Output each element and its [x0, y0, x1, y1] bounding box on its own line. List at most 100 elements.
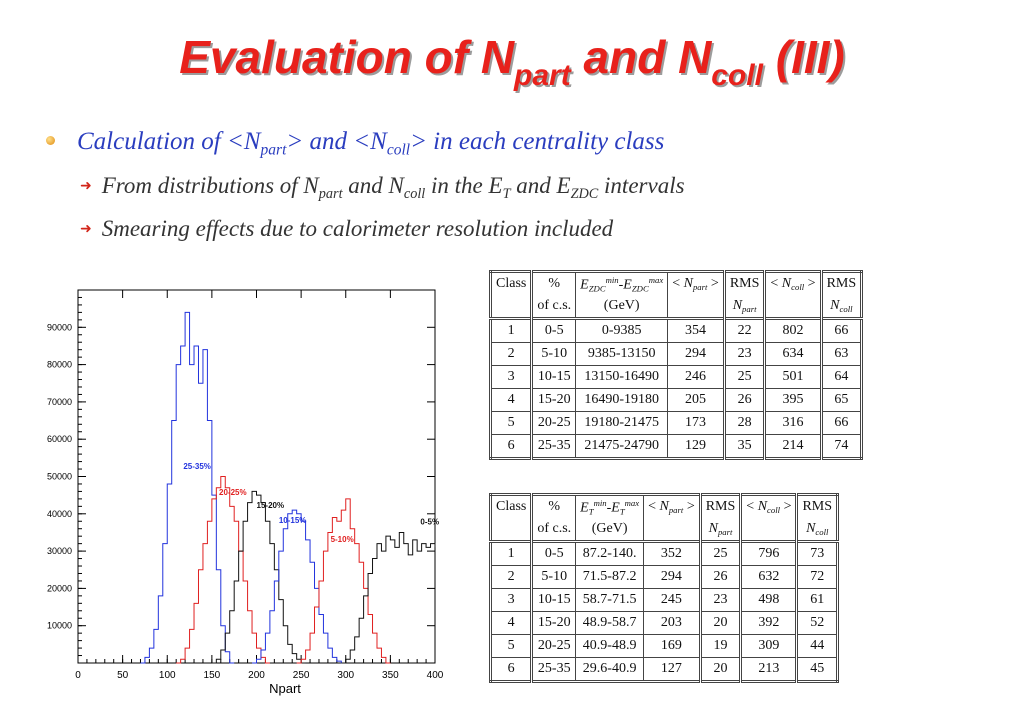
table-cell: 316 — [764, 411, 823, 435]
table-cell: 245 — [643, 588, 702, 612]
table-cell: 19180-21475 — [575, 411, 669, 435]
x-tick-label: 250 — [293, 670, 310, 681]
table-cell: 632 — [740, 565, 799, 589]
y-tick-label: 50000 — [47, 472, 72, 482]
table-cell: 129 — [667, 434, 726, 459]
header2-npart: Npart — [699, 518, 743, 542]
table-cell: 74 — [820, 434, 863, 459]
header2-empty — [489, 518, 534, 542]
header-class: Class — [489, 271, 534, 295]
y-tick-label: 20000 — [47, 583, 72, 593]
table-cell: 87.2-140. — [575, 540, 645, 566]
title-sub-2: coll — [711, 59, 763, 92]
table-cell: 20-25 — [531, 634, 577, 658]
table-cell: 35 — [723, 434, 767, 459]
table-header-row: Class % ETmin-ETmax < Npart > RMS < Ncol… — [489, 494, 839, 518]
header-percent: % — [531, 494, 577, 518]
y-tick-label: 10000 — [47, 621, 72, 631]
header-percent: % — [531, 271, 577, 295]
table-cell: 3 — [489, 365, 534, 389]
sub2-text-1: Smearing effects due to calorimeter reso… — [101, 216, 614, 241]
table-cell: 25 — [699, 540, 743, 566]
bullet-text-1: Calculation of <N — [77, 128, 261, 155]
table-cell: 10-15 — [531, 365, 577, 389]
table-cell: 498 — [740, 588, 799, 612]
table-cell: 58.7-71.5 — [575, 588, 645, 612]
table-cell: 65 — [820, 388, 863, 412]
header-npart: < Npart > — [643, 494, 702, 518]
table-header-row: Class % EZDCmin-EZDCmax < Npart > RMS < … — [489, 271, 863, 295]
sub1-sub-2: coll — [403, 185, 426, 202]
table-cell: 0-5 — [531, 540, 577, 566]
title-text-1: Evaluation of N — [179, 31, 515, 83]
series-label: 20-25% — [219, 488, 247, 497]
table-row: 4 15-20 48.9-58.7 203 20 392 52 — [489, 611, 839, 635]
sub1-text-5: intervals — [598, 173, 685, 198]
table-cell: 25-35 — [531, 657, 577, 682]
table-cell: 173 — [667, 411, 726, 435]
header2-empty — [764, 295, 823, 319]
sub-bullet-2: ➜ Smearing effects due to calorimeter res… — [80, 216, 613, 242]
table-cell: 29.6-40.9 — [575, 657, 645, 682]
header2-unit: (GeV) — [575, 518, 645, 542]
histogram-series — [252, 509, 346, 664]
bullet-sub-1: part — [260, 141, 287, 159]
title-text-3: (III) — [762, 31, 845, 83]
table-cell: 15-20 — [531, 388, 577, 412]
sub1-sub-3: T — [502, 185, 511, 202]
table-row: 5 20-25 19180-21475 173 28 316 66 — [489, 411, 863, 435]
table-cell: 20 — [699, 657, 743, 682]
histogram-series — [176, 476, 270, 664]
table-cell: 246 — [667, 365, 726, 389]
table-cell: 28 — [723, 411, 767, 435]
table-cell: 48.9-58.7 — [575, 611, 645, 635]
table-cell: 2 — [489, 565, 534, 589]
title-sub-1: part — [514, 59, 571, 92]
slide-title: Evaluation of Npart and Ncoll (III) — [0, 30, 1024, 93]
table-cell: 0-9385 — [575, 317, 669, 343]
header2-ncoll: Ncoll — [820, 295, 863, 319]
table-cell: 4 — [489, 388, 534, 412]
y-tick-label: 90000 — [47, 322, 72, 332]
table-cell: 796 — [740, 540, 799, 566]
histogram-series — [296, 498, 391, 664]
table-row: 5 20-25 40.9-48.9 169 19 309 44 — [489, 634, 839, 658]
table-cell: 4 — [489, 611, 534, 635]
table-cell: 392 — [740, 611, 799, 635]
x-tick-label: 350 — [382, 670, 399, 681]
table-cell: 203 — [643, 611, 702, 635]
header-ncoll: < Ncoll > — [740, 494, 799, 518]
table-cell: 13150-16490 — [575, 365, 669, 389]
table-cell: 20 — [699, 611, 743, 635]
series-label: 0-5% — [420, 517, 439, 526]
table-row: 6 25-35 21475-24790 129 35 214 74 — [489, 434, 863, 459]
table-cell: 22 — [723, 317, 767, 343]
series-label: 5-10% — [331, 535, 354, 544]
plot-frame — [77, 289, 436, 664]
header2-percent: of c.s. — [531, 295, 577, 319]
table-cell: 2 — [489, 342, 534, 366]
title-text-2: and N — [570, 31, 712, 83]
x-tick-label: 400 — [427, 670, 444, 681]
table-cell: 20-25 — [531, 411, 577, 435]
sub1-text-3: in the E — [425, 173, 503, 198]
y-tick-label: 70000 — [47, 397, 72, 407]
header-rms-ncoll: RMS — [820, 271, 863, 295]
sub1-sub-4: ZDC — [570, 185, 599, 202]
header2-empty — [667, 295, 726, 319]
header-npart: < Npart > — [667, 271, 726, 295]
table-cell: 634 — [764, 342, 823, 366]
table-cell: 6 — [489, 434, 534, 459]
table-cell: 16490-19180 — [575, 388, 669, 412]
x-tick-label: 100 — [159, 670, 176, 681]
table-row: 4 15-20 16490-19180 205 26 395 65 — [489, 388, 863, 412]
sub1-text-2: and N — [342, 173, 404, 198]
bullet-text-3: > in each centrality class — [410, 128, 665, 155]
table-row: 2 5-10 71.5-87.2 294 26 632 72 — [489, 565, 839, 589]
table-row: 3 10-15 13150-16490 246 25 501 64 — [489, 365, 863, 389]
table-header-row-2: of c.s. (GeV) Npart Ncoll — [489, 295, 863, 319]
table-cell: 66 — [820, 317, 863, 343]
table-cell: 40.9-48.9 — [575, 634, 645, 658]
table-cell: 64 — [820, 365, 863, 389]
table-cell: 72 — [796, 565, 839, 589]
